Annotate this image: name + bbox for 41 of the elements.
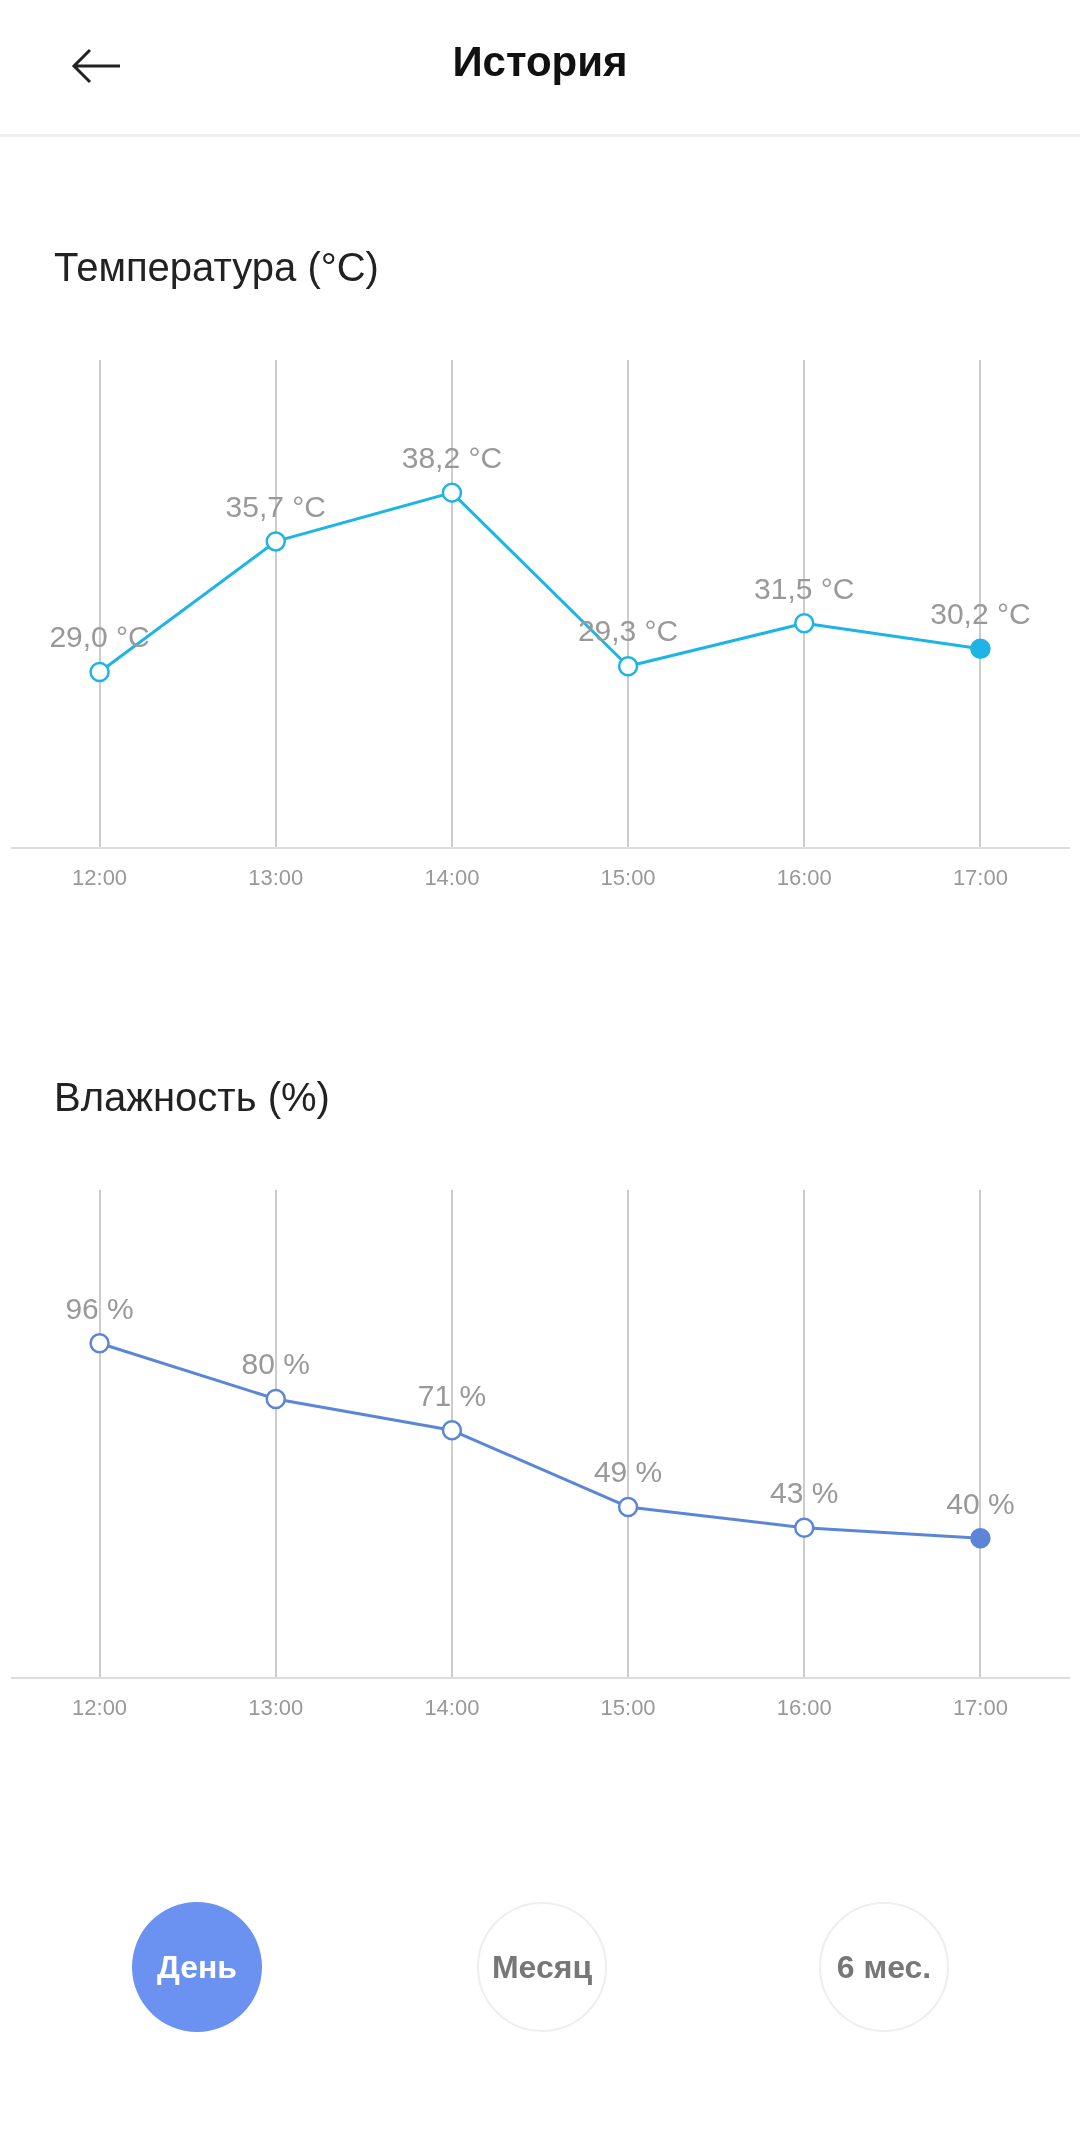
- x-tick-label: 14:00: [424, 864, 480, 890]
- x-tick-label: 17:00: [952, 864, 1008, 890]
- point: [441, 482, 463, 503]
- x-tick-label: 15:00: [600, 1694, 656, 1720]
- text: Месяц: [477, 1902, 607, 2032]
- point: [970, 1528, 991, 1549]
- text: История: [451, 38, 629, 86]
- data-label: 31,5 °C: [754, 571, 855, 605]
- x-tick-label: 14:00: [424, 1694, 480, 1720]
- point: [265, 1388, 286, 1410]
- data-label: 40 %: [946, 1486, 1015, 1520]
- point: [265, 531, 286, 552]
- point: [441, 1420, 463, 1441]
- x-tick-label: 15:00: [600, 864, 656, 890]
- x-tick-label: 12:00: [72, 864, 128, 890]
- data-label: 71 %: [417, 1378, 487, 1412]
- point: [89, 1333, 110, 1354]
- point: [617, 655, 639, 677]
- data-label: 30,2 °C: [930, 596, 1031, 630]
- x-tick-label: 13:00: [248, 864, 304, 890]
- data-label: 43 %: [770, 1476, 839, 1510]
- point: [794, 1517, 815, 1539]
- x-tick-label: 16:00: [776, 864, 832, 890]
- data-label: 96 %: [65, 1291, 134, 1325]
- chart-title: Влажность (%): [54, 1075, 331, 1120]
- x-tick-label: 13:00: [248, 1694, 304, 1720]
- point: [89, 661, 110, 683]
- x-tick-label: 12:00: [72, 1694, 128, 1720]
- data-label: 38,2 °C: [401, 440, 503, 474]
- data-label: 80 %: [241, 1347, 310, 1381]
- data-label: 29,0 °C: [49, 620, 150, 654]
- data-label: 49 %: [593, 1455, 663, 1489]
- text: День: [132, 1902, 262, 2032]
- chart-title: Температура (°C): [54, 245, 380, 290]
- point: [617, 1496, 639, 1518]
- data-label: 35,7 °C: [225, 489, 326, 523]
- text: 6 мес.: [819, 1902, 949, 2032]
- point: [794, 613, 815, 634]
- point: [970, 638, 991, 659]
- x-tick-label: 16:00: [776, 1694, 832, 1720]
- x-tick-label: 17:00: [952, 1694, 1008, 1720]
